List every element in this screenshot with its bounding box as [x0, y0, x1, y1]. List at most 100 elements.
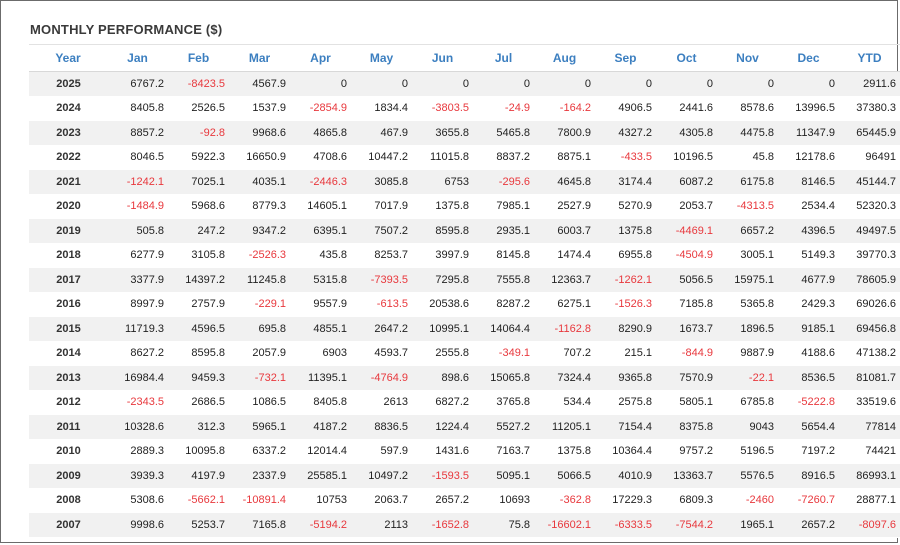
month-value-cell: 13363.7: [656, 463, 717, 489]
month-value-cell: 5968.6: [168, 194, 229, 219]
month-value-cell: 4305.8: [656, 120, 717, 146]
ytd-cell: 2911.6: [839, 71, 900, 97]
month-value-cell: 14605.1: [290, 194, 351, 219]
month-value-cell: 5805.1: [656, 390, 717, 415]
table-header: Year Jan Feb Mar Apr May Jun Jul Aug Sep Oct Nov Dec…: [29, 44, 900, 72]
month-value-cell: 3174.4: [595, 169, 656, 195]
ytd-cell: 37380.3: [839, 96, 900, 121]
month-value-cell: 5315.8: [290, 267, 351, 293]
month-value-cell: 9347.2: [229, 218, 290, 244]
year-cell: 2011: [29, 414, 107, 440]
month-value-cell: 6827.2: [412, 390, 473, 415]
month-value-cell: 1834.4: [351, 96, 412, 121]
month-value-cell: 4475.8: [717, 120, 778, 146]
year-cell: 2014: [29, 341, 107, 366]
month-value-cell: 8916.5: [778, 463, 839, 489]
month-value-cell: 9887.9: [717, 341, 778, 366]
month-value-cell: 2113: [351, 512, 412, 538]
month-value-cell: 2935.1: [473, 218, 534, 244]
month-value-cell: 9557.9: [290, 292, 351, 317]
month-value-cell: 3655.8: [412, 120, 473, 146]
month-value-cell: 4906.5: [595, 96, 656, 121]
month-value-cell: 6767.2: [107, 71, 168, 97]
month-value-cell: -3803.5: [412, 96, 473, 121]
month-value-cell: -2460: [717, 488, 778, 513]
month-value-cell: -1262.1: [595, 267, 656, 293]
month-value-cell: 5308.6: [107, 488, 168, 513]
month-value-cell: 3939.3: [107, 463, 168, 489]
month-value-cell: 12178.6: [778, 145, 839, 170]
year-cell: 2020: [29, 194, 107, 219]
month-value-cell: 2613: [351, 390, 412, 415]
month-value-cell: -844.9: [656, 341, 717, 366]
month-value-cell: -92.8: [168, 120, 229, 146]
month-value-cell: -1242.1: [107, 169, 168, 195]
month-value-cell: 8405.8: [107, 96, 168, 121]
month-value-cell: -7544.2: [656, 512, 717, 538]
month-value-cell: 45.8: [717, 145, 778, 170]
column-header-dec: Dec: [778, 44, 839, 72]
month-value-cell: 4677.9: [778, 267, 839, 293]
column-header-oct: Oct: [656, 44, 717, 72]
month-value-cell: 2889.3: [107, 439, 168, 464]
month-value-cell: 7017.9: [351, 194, 412, 219]
month-value-cell: 8837.2: [473, 145, 534, 170]
month-value-cell: 0: [351, 71, 412, 97]
ytd-cell: 28877.1: [839, 488, 900, 513]
month-value-cell: 1375.8: [412, 194, 473, 219]
year-cell: 2013: [29, 365, 107, 391]
year-cell: 2007: [29, 512, 107, 538]
month-value-cell: 6955.8: [595, 243, 656, 268]
month-value-cell: 4010.9: [595, 463, 656, 489]
month-value-cell: 5253.7: [168, 512, 229, 538]
table-row: 2010 2889.3 10095.8 6337.2 12014.4 597.9 1431.…: [29, 439, 900, 464]
ytd-cell: 69456.8: [839, 316, 900, 342]
month-value-cell: 4188.6: [778, 341, 839, 366]
column-header-apr: Apr: [290, 44, 351, 72]
month-value-cell: 8290.9: [595, 316, 656, 342]
month-value-cell: 8595.8: [168, 341, 229, 366]
month-value-cell: 10328.6: [107, 414, 168, 440]
month-value-cell: 5365.8: [717, 292, 778, 317]
month-value-cell: 15065.8: [473, 365, 534, 391]
month-value-cell: 2527.9: [534, 194, 595, 219]
month-value-cell: -433.5: [595, 145, 656, 170]
month-value-cell: 2657.2: [412, 488, 473, 513]
month-value-cell: 2534.4: [778, 194, 839, 219]
month-value-cell: 9365.8: [595, 365, 656, 391]
month-value-cell: 4645.8: [534, 169, 595, 195]
month-value-cell: -4313.5: [717, 194, 778, 219]
month-value-cell: 7185.8: [656, 292, 717, 317]
table-row: 2021 -1242.1 7025.1 4035.1 -2446.3 3085.8 6753…: [29, 169, 900, 195]
month-value-cell: 6087.2: [656, 169, 717, 195]
column-header-jul: Jul: [473, 44, 534, 72]
year-cell: 2021: [29, 169, 107, 195]
month-value-cell: 9043: [717, 414, 778, 440]
month-value-cell: 1086.5: [229, 390, 290, 415]
month-value-cell: 4327.2: [595, 120, 656, 146]
month-value-cell: 5576.5: [717, 463, 778, 489]
table-row: 2011 10328.6 312.3 5965.1 4187.2 8836.5 1224.4…: [29, 414, 900, 440]
month-value-cell: 16984.4: [107, 365, 168, 391]
month-value-cell: -1484.9: [107, 194, 168, 219]
month-value-cell: -7393.5: [351, 267, 412, 293]
month-value-cell: 7154.4: [595, 414, 656, 440]
ytd-cell: 49497.5: [839, 218, 900, 244]
month-value-cell: 8997.9: [107, 292, 168, 317]
month-value-cell: 3005.1: [717, 243, 778, 268]
month-value-cell: 7163.7: [473, 439, 534, 464]
month-value-cell: 8875.1: [534, 145, 595, 170]
month-value-cell: 5465.8: [473, 120, 534, 146]
month-value-cell: 7025.1: [168, 169, 229, 195]
column-header-may: May: [351, 44, 412, 72]
month-value-cell: 9757.2: [656, 439, 717, 464]
month-value-cell: -8423.5: [168, 71, 229, 97]
month-value-cell: 2337.9: [229, 463, 290, 489]
month-value-cell: 6903: [290, 341, 351, 366]
ytd-cell: 78605.9: [839, 267, 900, 293]
month-value-cell: 505.8: [107, 218, 168, 244]
table-row: 2024 8405.8 2526.5 1537.9 -2854.9 1834.4 -3803…: [29, 96, 900, 121]
month-value-cell: -22.1: [717, 365, 778, 391]
column-header-jun: Jun: [412, 44, 473, 72]
